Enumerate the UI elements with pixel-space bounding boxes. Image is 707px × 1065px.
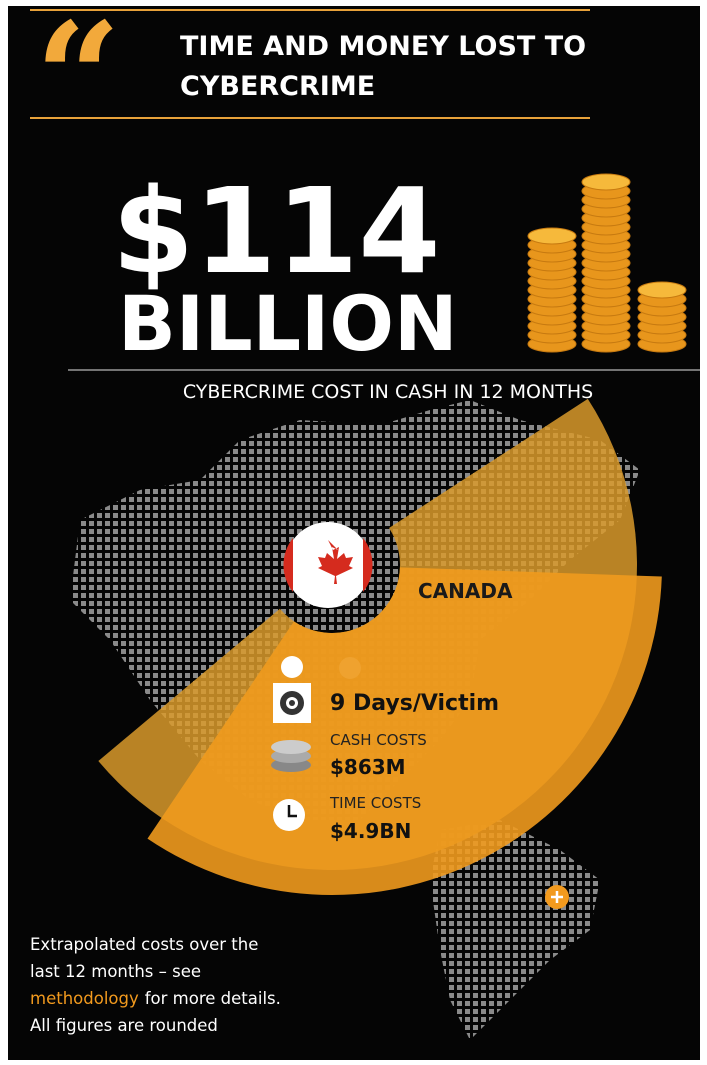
clock-icon: [273, 799, 305, 831]
unit: BILLION: [118, 279, 458, 368]
country-name: CANADA: [418, 579, 513, 603]
victim-icon: [273, 656, 361, 723]
coin-stacks: [527, 173, 687, 353]
expand-button[interactable]: [545, 885, 569, 909]
flag: [283, 522, 373, 608]
time-value: $4.9BN: [330, 819, 411, 843]
cash-icon: [271, 740, 311, 772]
amount: $114: [112, 162, 440, 300]
coin: [581, 173, 631, 191]
coin: [527, 227, 577, 245]
footnote-line: last 12 months – see: [30, 962, 201, 981]
footnote-text: for more details.: [145, 989, 281, 1008]
quote-mark: “: [35, 0, 121, 166]
methodology-link[interactable]: methodology: [30, 989, 139, 1008]
days-per-victim: 9 Days/Victim: [330, 691, 499, 716]
south-america: [430, 820, 600, 1040]
footnote-line: methodology for more details.: [30, 989, 281, 1008]
title-line: CYBERCRIME: [180, 71, 375, 102]
cash-value: $863M: [330, 755, 406, 779]
cash-label: CASH COSTS: [330, 731, 427, 749]
footnote-line: Extrapolated costs over the: [30, 935, 258, 954]
subtitle: CYBERCRIME COST IN CASH IN 12 MONTHS: [183, 381, 593, 403]
coin: [637, 281, 687, 299]
footnote-line: All figures are rounded: [30, 1016, 218, 1035]
title-line: TIME AND MONEY LOST TO: [180, 31, 586, 62]
time-label: TIME COSTS: [329, 794, 421, 812]
